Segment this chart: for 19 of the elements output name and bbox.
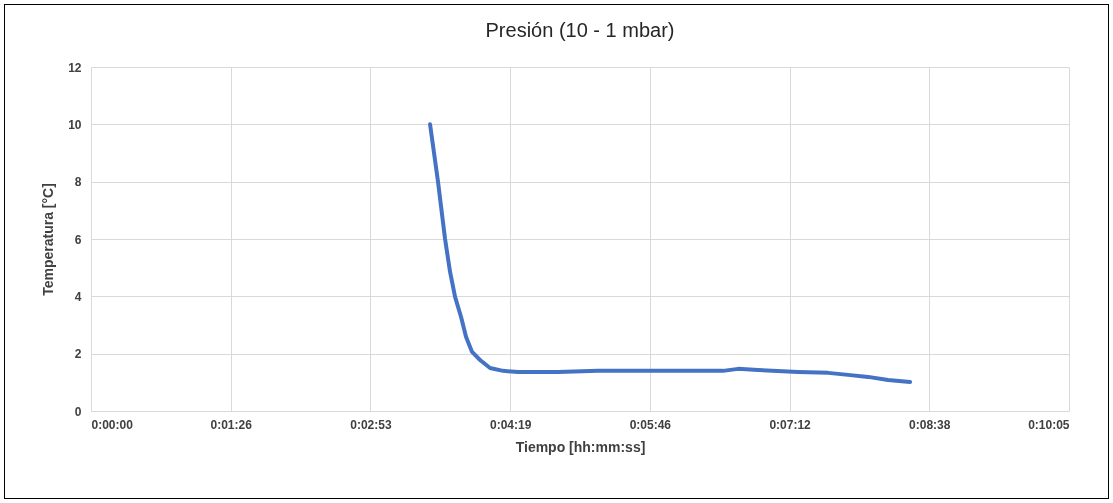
y-tick-label: 8 bbox=[74, 175, 82, 190]
x-tick-label: 0:00:00 bbox=[91, 417, 134, 432]
x-tick-label: 0:10:05 bbox=[1028, 417, 1070, 432]
y-tick-label: 12 bbox=[68, 60, 82, 75]
y-tick-label: 4 bbox=[74, 289, 82, 304]
y-tick-label: 6 bbox=[74, 232, 82, 247]
x-tick-label: 0:05:46 bbox=[629, 417, 672, 432]
x-tick-label: 0:08:38 bbox=[909, 417, 951, 432]
y-tick-label: 10 bbox=[68, 117, 82, 132]
x-axis-title: Tiempo [hh:mm:ss] bbox=[515, 438, 646, 455]
y-tick-label: 2 bbox=[74, 347, 82, 362]
line-series bbox=[428, 122, 913, 385]
x-tick-label: 0:02:53 bbox=[350, 417, 392, 432]
chart-title: Presión (10 - 1 mbar) bbox=[485, 19, 675, 41]
x-tick-label: 0:07:12 bbox=[769, 417, 812, 432]
y-axis-title: Temperatura [°C] bbox=[40, 183, 57, 296]
x-tick-label: 0:04:19 bbox=[489, 417, 532, 432]
y-tick-label: 0 bbox=[74, 404, 82, 419]
x-tick-label: 0:01:26 bbox=[210, 417, 253, 432]
